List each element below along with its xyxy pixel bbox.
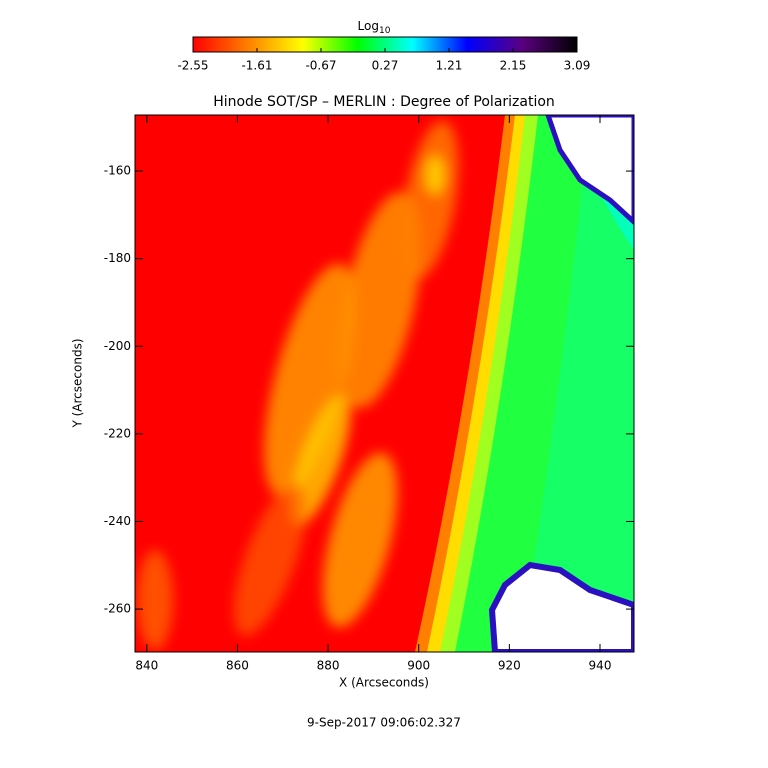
colorbar-tick-label: -1.61 [241, 59, 272, 73]
x-tick-label: 900 [407, 659, 430, 673]
y-tick-label: -240 [104, 514, 131, 528]
y-tick-label: -180 [104, 251, 131, 265]
x-axis-label: X (Arcseconds) [339, 676, 429, 690]
x-tick-label: 840 [135, 659, 158, 673]
plot-frame [134, 114, 635, 653]
footer-date: 9-Sep-2017 09:06:02.327 [307, 716, 461, 730]
y-tick-label: -260 [104, 602, 131, 616]
colorbar-label-base: Log [358, 19, 379, 33]
colorbar-tick-label: 3.09 [564, 59, 591, 73]
y-tick-label: -220 [104, 426, 131, 440]
x-tick-label: 920 [498, 659, 521, 673]
x-tick-label: 860 [226, 659, 249, 673]
colorbar-tick-label: -0.67 [305, 59, 336, 73]
x-tick-label: 880 [317, 659, 340, 673]
y-tick-label: -160 [104, 164, 131, 178]
x-tick-label: 940 [589, 659, 612, 673]
colorbar-label-subscript: 10 [379, 26, 391, 36]
colorbar-tick-label: 1.21 [436, 59, 463, 73]
colorbar-tick-label: -2.55 [177, 59, 208, 73]
colorbar-label: Log10 [358, 19, 391, 36]
colorbar-tick-label: 2.15 [500, 59, 527, 73]
colorbar-tick-label: 0.27 [372, 59, 399, 73]
y-tick-label: -200 [104, 339, 131, 353]
solar-image [135, 115, 634, 652]
y-axis-label: Y (Arcseconds) [71, 338, 85, 428]
chart-title: Hinode SOT/SP – MERLIN : Degree of Polar… [213, 94, 555, 110]
